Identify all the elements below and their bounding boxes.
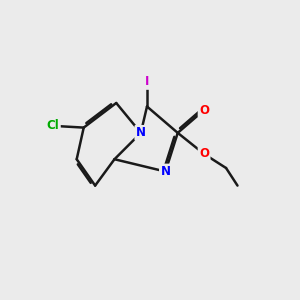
Text: Cl: Cl [46,119,59,132]
Text: O: O [199,148,209,160]
Text: N: N [160,165,170,178]
Text: I: I [145,75,149,88]
Text: N: N [136,126,146,140]
Text: O: O [199,103,209,116]
